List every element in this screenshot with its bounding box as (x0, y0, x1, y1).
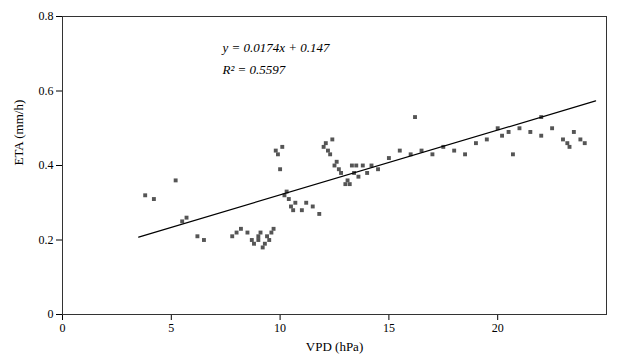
svg-text:0.2: 0.2 (39, 233, 54, 247)
svg-text:0.4: 0.4 (39, 158, 54, 172)
svg-text:VPD (hPa): VPD (hPa) (306, 339, 363, 354)
svg-text:0.6: 0.6 (39, 84, 54, 98)
svg-text:20: 20 (492, 321, 504, 335)
svg-text:ETA (mm/h): ETA (mm/h) (11, 100, 26, 166)
svg-text:y = 0.0174x + 0.147: y = 0.0174x + 0.147 (221, 40, 331, 55)
svg-text:0.8: 0.8 (39, 9, 54, 23)
svg-text:0: 0 (48, 307, 54, 321)
svg-text:15: 15 (383, 321, 395, 335)
svg-text:10: 10 (274, 321, 286, 335)
svg-text:R² = 0.5597: R² = 0.5597 (222, 62, 286, 77)
svg-text:0: 0 (60, 321, 66, 335)
svg-text:5: 5 (168, 321, 174, 335)
